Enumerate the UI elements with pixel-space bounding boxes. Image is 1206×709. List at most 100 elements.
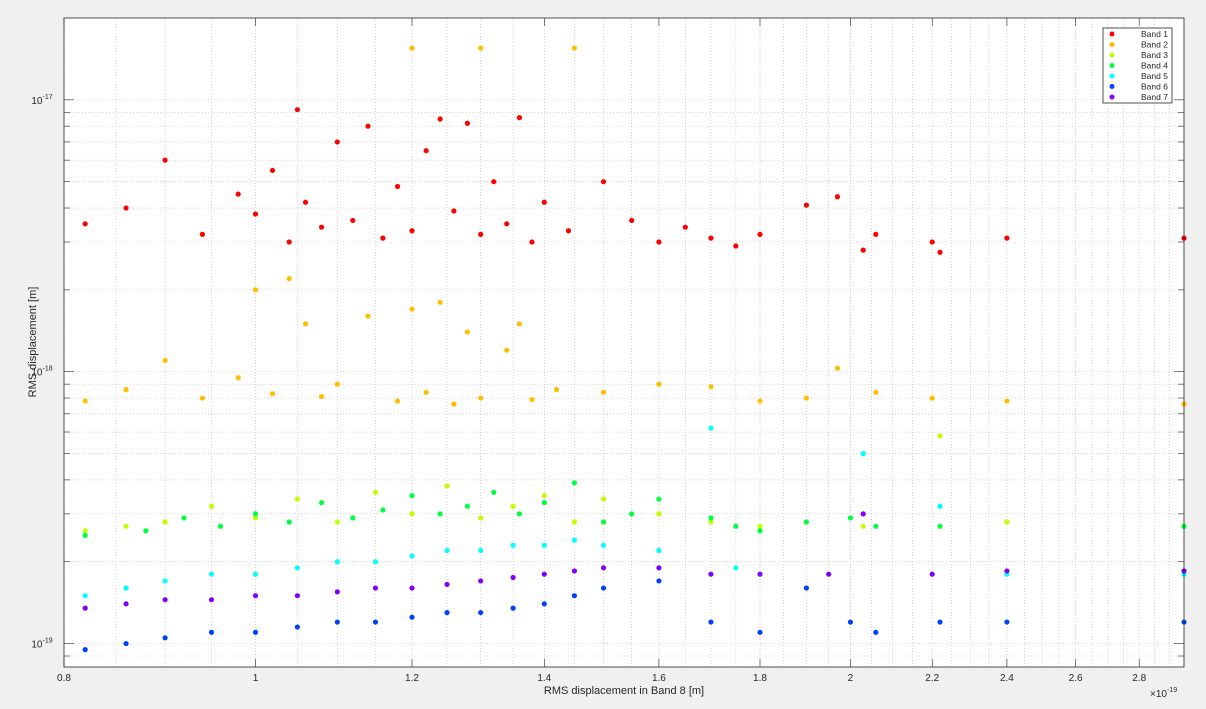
- y-axis-label: RMS displacement [m]: [27, 287, 39, 398]
- data-point: [491, 179, 497, 185]
- data-point: [409, 45, 415, 51]
- data-point: [464, 120, 470, 126]
- data-point: [733, 523, 739, 529]
- y-tick-label: 10-19: [31, 638, 52, 651]
- data-point: [656, 381, 662, 387]
- data-point: [252, 511, 259, 517]
- x-tick-label: 2.4: [1000, 673, 1014, 684]
- series-band-4: [82, 480, 1187, 538]
- data-point: [834, 365, 841, 371]
- legend-label: Band 7: [1141, 92, 1168, 102]
- data-point: [510, 605, 516, 611]
- data-point: [504, 221, 510, 227]
- data-point: [937, 433, 943, 439]
- data-point: [757, 523, 763, 529]
- data-point: [217, 523, 224, 529]
- data-point: [541, 493, 547, 499]
- data-point: [269, 167, 276, 174]
- series-band-2: [82, 45, 1187, 407]
- data-point: [269, 391, 276, 397]
- data-point: [423, 389, 429, 395]
- y-tick-label: 10-17: [31, 94, 52, 107]
- data-point: [437, 511, 443, 517]
- data-point: [235, 191, 241, 197]
- plot-frame: [63, 17, 1185, 668]
- data-point: [380, 235, 386, 241]
- data-point: [123, 601, 129, 607]
- data-point: [571, 568, 578, 574]
- data-point: [423, 148, 429, 154]
- data-point: [541, 601, 547, 607]
- data-point: [123, 585, 129, 591]
- data-point: [162, 519, 168, 525]
- data-point: [826, 571, 832, 577]
- data-point: [529, 239, 535, 245]
- data-point: [208, 597, 215, 603]
- data-point: [478, 231, 484, 237]
- data-point: [162, 578, 168, 584]
- data-point: [82, 528, 88, 534]
- data-point: [571, 480, 578, 486]
- data-point: [571, 519, 578, 525]
- data-point: [409, 614, 415, 620]
- data-point: [937, 503, 943, 509]
- data-point: [600, 519, 607, 525]
- data-point: [464, 329, 470, 335]
- data-point: [937, 523, 943, 529]
- data-point: [860, 511, 866, 517]
- data-point: [847, 619, 854, 625]
- legend-marker: [1109, 73, 1115, 79]
- data-point: [444, 547, 450, 554]
- data-point: [541, 571, 547, 577]
- data-point: [873, 389, 879, 395]
- data-point: [516, 511, 523, 517]
- data-point: [162, 635, 168, 641]
- data-point: [437, 299, 443, 305]
- data-point: [656, 565, 662, 571]
- data-point: [757, 629, 763, 635]
- legend-marker: [1109, 31, 1115, 37]
- data-point: [629, 217, 635, 224]
- data-point: [478, 515, 484, 521]
- data-point: [82, 532, 88, 538]
- data-point: [252, 287, 259, 293]
- data-point: [478, 578, 484, 584]
- data-point: [860, 247, 866, 253]
- data-point: [365, 123, 371, 129]
- data-point: [318, 393, 325, 400]
- data-point: [350, 217, 356, 224]
- data-point: [1004, 519, 1010, 525]
- data-point: [656, 578, 662, 584]
- data-point: [803, 395, 810, 401]
- data-point: [478, 547, 484, 554]
- data-point: [708, 515, 714, 521]
- x-axis-label: RMS displacement in Band 8 [m]: [544, 685, 704, 697]
- data-point: [409, 553, 415, 559]
- x-tick-label: 2.6: [1069, 673, 1083, 684]
- data-point: [656, 239, 662, 245]
- data-point: [860, 450, 866, 457]
- data-point: [600, 389, 607, 395]
- data-point: [656, 511, 662, 517]
- data-point: [409, 493, 415, 499]
- series-band-1: [82, 107, 1187, 255]
- data-point: [929, 571, 935, 577]
- data-point: [733, 565, 739, 571]
- data-point: [294, 565, 300, 571]
- data-point: [409, 306, 415, 312]
- data-point: [708, 519, 714, 525]
- data-point: [372, 585, 379, 591]
- data-point: [123, 640, 129, 647]
- series-band-7: [82, 511, 1187, 611]
- data-point: [478, 609, 484, 616]
- data-point: [708, 425, 714, 431]
- data-point: [1004, 398, 1010, 404]
- data-point: [208, 503, 215, 509]
- data-point: [82, 593, 88, 599]
- data-point: [162, 157, 168, 163]
- data-point: [600, 542, 607, 548]
- data-point: [350, 515, 356, 521]
- data-point: [847, 515, 854, 521]
